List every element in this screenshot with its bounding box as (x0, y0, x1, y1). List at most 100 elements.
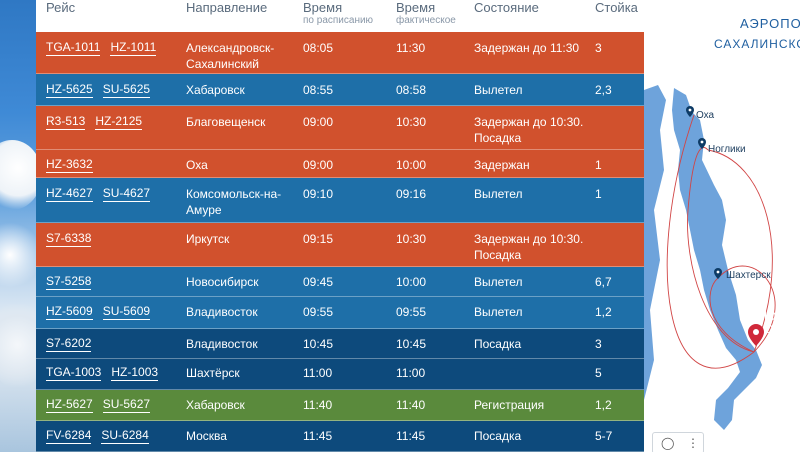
status-cell: Задержан (474, 158, 530, 172)
pin-nogliki-icon[interactable] (698, 138, 706, 149)
table-row: HZ-5609 SU-5609 Владивосток 09:55 09:55 Вылет… (36, 297, 644, 329)
more-vertical-icon[interactable]: ⋮ (687, 436, 699, 450)
flight-number-link[interactable]: HZ-1003 (111, 365, 159, 381)
direction-cell: Хабаровск (186, 83, 245, 97)
flight-numbers: HZ-5627 SU-5627 (46, 397, 160, 413)
pin-okha-icon[interactable] (686, 106, 694, 117)
flight-numbers: HZ-3632 (46, 157, 103, 173)
flight-numbers: TGA-1011 HZ-1011 (46, 40, 166, 56)
flight-number-link[interactable]: SU-5625 (102, 82, 151, 98)
flight-number-link[interactable]: HZ-5625 (46, 82, 93, 98)
pin-main-airport-icon[interactable] (748, 324, 764, 346)
header-actual-label: Время (396, 0, 436, 15)
direction-cell: Шахтёрск (186, 366, 240, 380)
flight-number-link[interactable]: TGA-1011 (46, 40, 101, 56)
flight-number-link[interactable]: FV-6284 (46, 428, 92, 444)
flight-number-link[interactable]: HZ-5609 (46, 304, 93, 320)
status-cell: Посадка (474, 429, 522, 443)
counter-cell: 5-7 (595, 429, 613, 443)
table-row: S7-6338 Иркутск 09:15 10:30 Задержан до 10:3… (36, 223, 644, 267)
flight-number-link[interactable]: SU-5609 (102, 304, 151, 320)
route-arc-shakhtersk-outer (717, 265, 776, 353)
row-separator (36, 222, 644, 223)
row-separator (36, 73, 644, 74)
flight-numbers: S7-6338 (46, 231, 101, 247)
flight-number-link[interactable]: HZ-4627 (46, 186, 93, 202)
direction-cell: Оха (186, 158, 208, 172)
status-cell: Задержан до 11:30 (474, 41, 580, 55)
pin-shakhtersk-icon[interactable] (714, 268, 722, 279)
counter-cell: 1 (595, 158, 602, 172)
sakhalin-island-shape (672, 88, 762, 430)
direction-cell: Иркутск (186, 232, 230, 246)
scheduled-time-cell: 09:15 (303, 232, 334, 246)
flight-number-link[interactable]: SU-4627 (102, 186, 151, 202)
camera-icon[interactable]: ◯ (661, 436, 675, 450)
main-city-line1: ЮЖН (764, 309, 798, 323)
flight-number-link[interactable]: HZ-5627 (46, 397, 93, 413)
header-flight: Рейс (46, 0, 76, 15)
flight-number-link[interactable]: S7-5258 (46, 274, 92, 290)
row-separator (36, 420, 644, 421)
airport-title: АЭРОПО (740, 16, 800, 31)
flight-number-link[interactable]: R3-513 (46, 114, 86, 130)
direction-cell: Хабаровск (186, 398, 245, 412)
actual-time-cell: 08:58 (396, 83, 427, 97)
table-row: S7-6202 Владивосток 10:45 10:45 Посадка 3 (36, 329, 644, 359)
header-actual: Время фактическое (396, 0, 456, 26)
table-row: HZ-5627 SU-5627 Хабаровск 11:40 11:40 Регистр… (36, 390, 644, 421)
flight-numbers: HZ-5625 SU-5625 (46, 82, 160, 98)
row-separator (36, 149, 644, 150)
status-cell: Регистрация (474, 398, 545, 412)
flight-numbers: HZ-4627 SU-4627 (46, 186, 160, 202)
flight-numbers: TGA-1003 HZ-1003 (46, 365, 168, 381)
scheduled-time-cell: 09:10 (303, 187, 334, 201)
status-cell: Вылетел (474, 305, 523, 319)
main-city-label: ЮЖН САХА (764, 310, 798, 336)
main-city-line2: САХА (764, 322, 799, 336)
flight-number-link[interactable]: HZ-1011 (110, 40, 157, 56)
table-row: R3-513 HZ-2125 Благовещенск 09:00 10:30 Задер… (36, 106, 644, 150)
header-scheduled: Время по расписанию (303, 0, 373, 26)
status-cell: Задержан до 10:30. Посадка (474, 115, 584, 145)
city-label-okha: Оха (696, 110, 715, 121)
row-separator (36, 358, 644, 359)
flight-numbers: S7-6202 (46, 336, 101, 352)
actual-time-cell: 11:00 (396, 366, 426, 380)
mainland-shape (644, 85, 666, 400)
scheduled-time-cell: 09:45 (303, 275, 334, 289)
flight-number-link[interactable]: S7-6338 (46, 231, 92, 247)
direction-cell: Владивосток (186, 337, 258, 351)
flight-number-link[interactable]: TGA-1003 (46, 365, 102, 381)
cloud-decoration (0, 220, 40, 290)
actual-time-cell: 09:16 (396, 187, 427, 201)
city-label-nogliki: Ноглики (708, 144, 746, 155)
scheduled-time-cell: 08:05 (303, 41, 334, 55)
map-panel: АЭРОПО САХАЛИНСКО Оха Ноглики Шахтерск Ю… (644, 0, 800, 452)
route-arc-nogliki (687, 147, 755, 353)
counter-cell: 3 (595, 41, 602, 55)
map-tools: ◯ ⋮ (652, 432, 704, 452)
flight-numbers: R3-513 HZ-2125 (46, 114, 152, 130)
sky-background (0, 0, 45, 452)
flight-numbers: HZ-5609 SU-5609 (46, 304, 160, 320)
flight-number-link[interactable]: HZ-3632 (46, 157, 93, 173)
row-separator (36, 389, 644, 390)
flight-number-link[interactable]: SU-5627 (102, 397, 151, 413)
flight-number-link[interactable]: S7-6202 (46, 336, 92, 352)
flight-number-link[interactable]: SU-6284 (101, 428, 149, 444)
row-separator (36, 266, 644, 267)
counter-cell: 6,7 (595, 275, 612, 289)
header-scheduled-sub: по расписанию (303, 15, 374, 26)
actual-time-cell: 10:00 (396, 275, 427, 289)
table-row: HZ-4627 SU-4627 Комсомольск-на-Амуре 09:10 0… (36, 178, 644, 223)
direction-cell: Москва (186, 429, 227, 443)
airport-subtitle: САХАЛИНСКО (714, 37, 800, 51)
row-separator (36, 328, 644, 329)
flight-number-link[interactable]: HZ-2125 (95, 114, 143, 130)
actual-time-cell: 10:30 (396, 115, 427, 129)
actual-time-cell: 11:30 (396, 41, 426, 55)
flight-numbers: FV-6284 SU-6284 (46, 428, 159, 444)
header-counter: Стойка (595, 0, 638, 15)
actual-time-cell: 11:45 (396, 429, 426, 443)
